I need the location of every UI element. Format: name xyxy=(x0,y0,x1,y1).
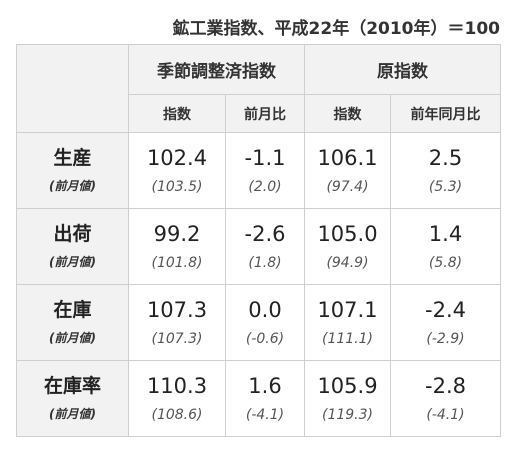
row-header: 在庫 (前月値) xyxy=(16,284,129,361)
cell-value: -2.6 xyxy=(244,221,286,246)
cell-prev-value: (2.0) xyxy=(248,178,282,195)
data-cell: -2.8 (-4.1) xyxy=(390,360,501,437)
data-cell: -2.6 (1.8) xyxy=(225,208,305,285)
cell-value: -2.8 xyxy=(425,373,466,398)
cell-value: 0.0 xyxy=(248,297,282,322)
row-header: 在庫率 (前月値) xyxy=(16,360,129,437)
cell-prev-value: (-0.6) xyxy=(245,330,285,347)
cell-prev-value: (103.5) xyxy=(151,178,203,195)
cell-value: 106.1 xyxy=(317,145,378,170)
data-cell: -2.4 (-2.9) xyxy=(390,284,501,361)
data-cell: 110.3 (108.6) xyxy=(128,360,226,437)
header-original-index: 原指数 xyxy=(304,44,501,95)
prev-month-label: (前月値) xyxy=(49,330,96,345)
data-cell: 105.9 (119.3) xyxy=(304,360,391,437)
cell-prev-value: (5.8) xyxy=(428,254,463,271)
cell-prev-value: (97.4) xyxy=(326,178,369,195)
cell-prev-value: (1.8) xyxy=(248,254,282,271)
row-label: 在庫率 xyxy=(43,374,101,397)
cell-value: 105.0 xyxy=(317,221,378,246)
data-cell: 107.3 (107.3) xyxy=(128,284,226,361)
cell-value: 1.4 xyxy=(428,221,463,246)
cell-prev-value: (108.6) xyxy=(151,406,203,423)
cell-value: 2.5 xyxy=(428,145,463,170)
data-cell: 105.0 (94.9) xyxy=(304,208,391,285)
cell-prev-value: (101.8) xyxy=(151,254,203,271)
row-label: 生産 xyxy=(53,146,92,169)
data-cell: 1.6 (-4.1) xyxy=(225,360,305,437)
subheader-orig-yoy: 前年同月比 xyxy=(390,94,501,133)
data-cell: 106.1 (97.4) xyxy=(304,132,391,209)
cell-value: 110.3 xyxy=(146,373,208,398)
cell-value: 99.2 xyxy=(153,221,201,246)
subheader-orig-index: 指数 xyxy=(304,94,391,133)
subheader-sa-index: 指数 xyxy=(128,94,226,133)
row-header: 生産 (前月値) xyxy=(16,132,129,209)
corner-cell xyxy=(16,44,129,133)
cell-value: -2.4 xyxy=(425,297,466,322)
cell-prev-value: (-4.1) xyxy=(245,406,285,423)
data-cell: 107.1 (111.1) xyxy=(304,284,391,361)
subheader-sa-mom: 前月比 xyxy=(225,94,305,133)
cell-value: 102.4 xyxy=(146,145,208,170)
group-header-row: 季節調整済指数 原指数 xyxy=(16,44,501,133)
industrial-index-table: 季節調整済指数 原指数 指数 前月比 指数 前年同月比 生産 (前月値) 102… xyxy=(16,44,501,437)
cell-prev-value: (119.3) xyxy=(321,406,373,423)
data-cell: -1.1 (2.0) xyxy=(225,132,305,209)
row-label: 出荷 xyxy=(53,222,92,245)
prev-month-label: (前月値) xyxy=(49,406,96,421)
data-cell: 99.2 (101.8) xyxy=(128,208,226,285)
prev-month-label: (前月値) xyxy=(49,254,96,269)
cell-prev-value: (111.1) xyxy=(321,330,373,347)
cell-value: 1.6 xyxy=(248,373,282,398)
data-cell: 2.5 (5.3) xyxy=(390,132,501,209)
data-cell: 0.0 (-0.6) xyxy=(225,284,305,361)
data-cell: 102.4 (103.5) xyxy=(128,132,226,209)
cell-value: 107.3 xyxy=(146,297,208,322)
table-caption: 鉱工業指数、平成22年（2010年）＝100 xyxy=(172,19,500,39)
prev-month-label: (前月値) xyxy=(49,178,96,193)
row-label: 在庫 xyxy=(53,298,92,321)
cell-prev-value: (-2.9) xyxy=(426,330,465,347)
cell-prev-value: (5.3) xyxy=(428,178,463,195)
cell-value: 105.9 xyxy=(317,373,378,398)
cell-prev-value: (94.9) xyxy=(326,254,369,271)
cell-value: -1.1 xyxy=(244,145,286,170)
table-row: 在庫率 (前月値) 110.3 (108.6) 1.6 (-4.1) 105.9… xyxy=(16,360,501,437)
sub-header-row: 指数 前月比 指数 前年同月比 xyxy=(17,94,501,133)
header-seasonally-adjusted: 季節調整済指数 xyxy=(128,44,305,95)
cell-value: 107.1 xyxy=(317,297,378,322)
row-header: 出荷 (前月値) xyxy=(16,208,129,285)
cell-prev-value: (107.3) xyxy=(151,330,203,347)
cell-prev-value: (-4.1) xyxy=(426,406,465,423)
table-row: 生産 (前月値) 102.4 (103.5) -1.1 (2.0) 106.1 … xyxy=(16,132,501,209)
table-row: 在庫 (前月値) 107.3 (107.3) 0.0 (-0.6) 107.1 … xyxy=(16,284,501,361)
table-row: 出荷 (前月値) 99.2 (101.8) -2.6 (1.8) 105.0 (… xyxy=(16,208,501,285)
data-cell: 1.4 (5.8) xyxy=(390,208,501,285)
